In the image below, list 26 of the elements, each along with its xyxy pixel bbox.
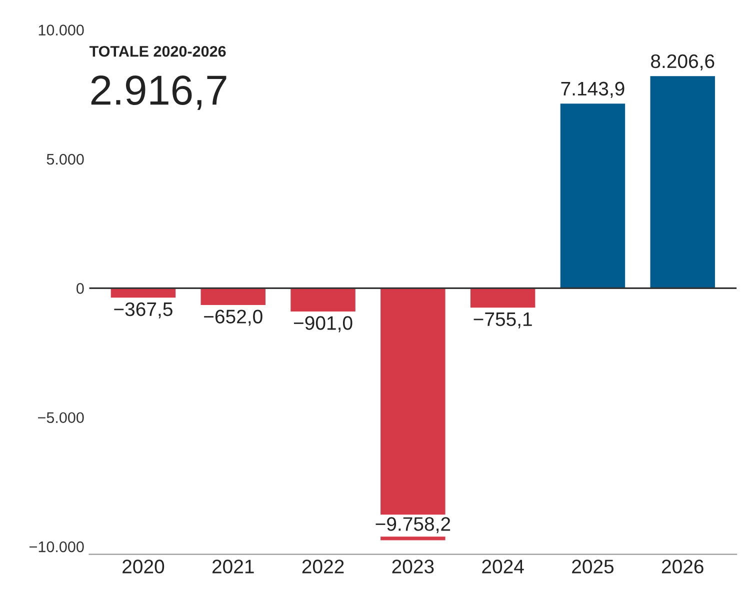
data-label: −9.758,2	[376, 517, 450, 534]
data-label: 7.143,9	[561, 82, 624, 98]
bar	[650, 76, 715, 288]
data-label: −652,0	[204, 310, 262, 326]
data-label: −755,1	[474, 312, 532, 328]
data-label: −367,5	[114, 302, 172, 318]
x-tick-label: 2026	[662, 560, 704, 574]
bar	[470, 288, 536, 308]
x-tick-label: 2022	[302, 560, 344, 574]
y-tick-label: 5.000	[46, 154, 84, 165]
x-tick-label: 2024	[482, 560, 524, 574]
annotation: TOTALE 2020-2026	[89, 46, 226, 57]
y-tick-label: 0	[76, 283, 84, 294]
x-tick-label: 2025	[572, 560, 614, 574]
y-tick-label: −5.000	[38, 412, 84, 424]
data-label: 8.206,6	[651, 54, 714, 70]
data-label: −901,0	[294, 316, 352, 332]
y-tick-label: 10.000	[38, 24, 84, 36]
x-tick-label: 2020	[122, 560, 164, 574]
y-tick-label: −10.000	[30, 541, 84, 552]
bar	[290, 288, 356, 312]
x-tick-label: 2023	[392, 560, 434, 574]
x-tick-label: 2021	[212, 560, 254, 574]
annotation: 2.916,7	[91, 75, 226, 110]
bar	[200, 288, 266, 306]
bar	[560, 104, 626, 288]
